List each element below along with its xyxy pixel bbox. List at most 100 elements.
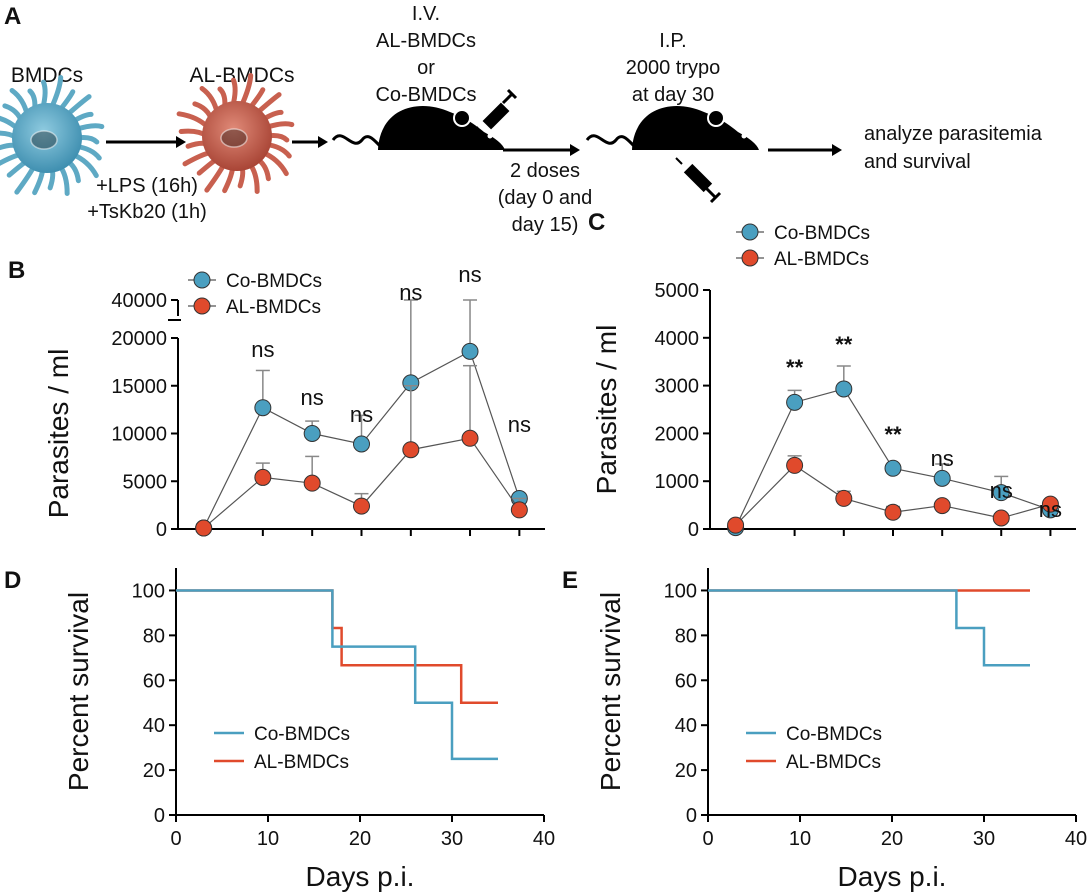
legend-marker (193, 271, 211, 289)
legend-marker (193, 297, 211, 315)
arrow-head-icon (318, 136, 328, 148)
y-tick-label: 0 (154, 805, 165, 827)
panel-c-parasitemia-chart: C 0 1000 2000 3000 4000 5000 Parasites / ml ** **… (588, 209, 1076, 541)
y-tick-label: 20 (675, 760, 697, 782)
survival-curve-co (708, 589, 1030, 667)
arrow-head-icon (832, 144, 842, 156)
y-tick-label: 80 (675, 625, 697, 647)
doses-day15-label: day 15) (512, 214, 579, 236)
x-tick-label: 40 (1065, 828, 1087, 850)
y-tick-label: 15000 (111, 376, 167, 398)
y-tick-label: 1000 (655, 471, 700, 493)
ip-day-label: at day 30 (632, 84, 714, 106)
y-tick-label: 80 (143, 625, 165, 647)
panel-label: E (562, 567, 578, 594)
legend-label: Co-BMDCs (226, 271, 322, 292)
x-tick-label: 20 (881, 828, 903, 850)
survival-curve-co (176, 589, 498, 761)
y-tick-label: 2000 (655, 423, 700, 445)
x-tick-label: 10 (789, 828, 811, 850)
significance-label: ns (931, 446, 954, 471)
y-tick-label: 20000 (111, 328, 167, 350)
panel-label: C (588, 209, 605, 236)
legend-label: Co-BMDCs (254, 724, 350, 745)
y-axis-label: Parasites / ml (591, 325, 622, 495)
panel-e-survival-chart: E 0 20 40 60 80 100 0 10 20 30 40 Percent survival Da… (562, 567, 1087, 892)
mouse-icon (331, 106, 505, 150)
data-point (461, 342, 479, 360)
y-tick-label: 3000 (655, 376, 700, 398)
doses-day0-label: (day 0 and (498, 187, 593, 209)
x-axis-label: Days p.i. (306, 861, 415, 892)
y-tick-label: 5000 (123, 471, 168, 493)
data-point (884, 503, 902, 521)
significance-label: ** (835, 332, 853, 357)
data-point (1041, 495, 1059, 513)
y-tick-label: 40 (143, 715, 165, 737)
data-point (402, 441, 420, 459)
panel-label-a: A (4, 3, 21, 30)
analyze-survival-label: and survival (864, 151, 971, 173)
bmdc-cell-icon (0, 75, 105, 196)
legend-label: AL-BMDCs (226, 297, 321, 318)
x-tick-label: 0 (702, 828, 713, 850)
iv-label: I.V. (412, 3, 440, 25)
data-point (835, 489, 853, 507)
iv-co-bmdcs-label: Co-BMDCs (375, 84, 476, 106)
data-point (884, 459, 902, 477)
y-axis-label: Percent survival (63, 592, 94, 791)
significance-label: ns (508, 412, 531, 437)
data-point (254, 468, 272, 486)
data-point (303, 425, 321, 442)
treatment-lps-label: +LPS (16h) (96, 175, 198, 197)
treatment-tskb20-label: +TsKb20 (1h) (87, 201, 207, 223)
syringe-icon (675, 157, 722, 204)
x-tick-label: 10 (257, 828, 279, 850)
al-bmdc-cell-icon (176, 73, 295, 194)
significance-label: ns (458, 262, 481, 287)
y-tick-label: 40 (675, 715, 697, 737)
y-axis-label: Percent survival (595, 592, 626, 791)
significance-label: ns (1039, 497, 1062, 522)
y-tick-label: 0 (686, 805, 697, 827)
iv-al-bmdcs-label: AL-BMDCs (376, 30, 476, 52)
data-point (195, 519, 213, 537)
al-bmdcs-label: AL-BMDCs (189, 64, 294, 87)
significance-label: ns (301, 385, 324, 410)
panel-label: B (8, 257, 25, 284)
arrow-head-icon (570, 144, 580, 156)
cell-nucleus (30, 130, 58, 150)
data-point (727, 516, 745, 534)
data-point (510, 501, 528, 519)
data-point (835, 380, 853, 398)
significance-label: ns (251, 337, 274, 362)
y-tick-label: 60 (143, 670, 165, 692)
data-point (254, 399, 272, 417)
legend-label: Co-BMDCs (786, 724, 882, 745)
arrow-head-icon (176, 136, 186, 148)
legend-label: Co-BMDCs (774, 223, 870, 244)
y-tick-label: 60 (675, 670, 697, 692)
ip-label: I.P. (659, 30, 686, 52)
bmdcs-label: BMDCs (11, 64, 83, 87)
significance-label: ns (399, 280, 422, 305)
panel-d-survival-chart: D 0 20 40 60 80 100 0 10 20 30 40 Percent survival Da… (4, 567, 555, 892)
panel-label: D (4, 567, 21, 594)
x-axis-label: Days p.i. (838, 861, 947, 892)
cell-nucleus (220, 128, 248, 148)
y-axis-label: Parasites / ml (43, 349, 74, 519)
cell-body (12, 103, 82, 173)
panel-b-parasitemia-chart: B 0 5000 10000 15000 20000 40000 Parasites / ml… (8, 257, 545, 541)
x-tick-label: 0 (170, 828, 181, 850)
data-point (933, 497, 951, 515)
legend-marker (741, 249, 759, 267)
data-point (461, 429, 479, 447)
significance-label: ** (786, 355, 804, 380)
y-tick-label: 0 (156, 519, 167, 541)
x-tick-label: 20 (349, 828, 371, 850)
y-tick-label: 100 (132, 580, 165, 602)
y-tick-label: 10000 (111, 424, 167, 446)
legend-marker (741, 223, 759, 241)
data-point (992, 484, 1010, 502)
